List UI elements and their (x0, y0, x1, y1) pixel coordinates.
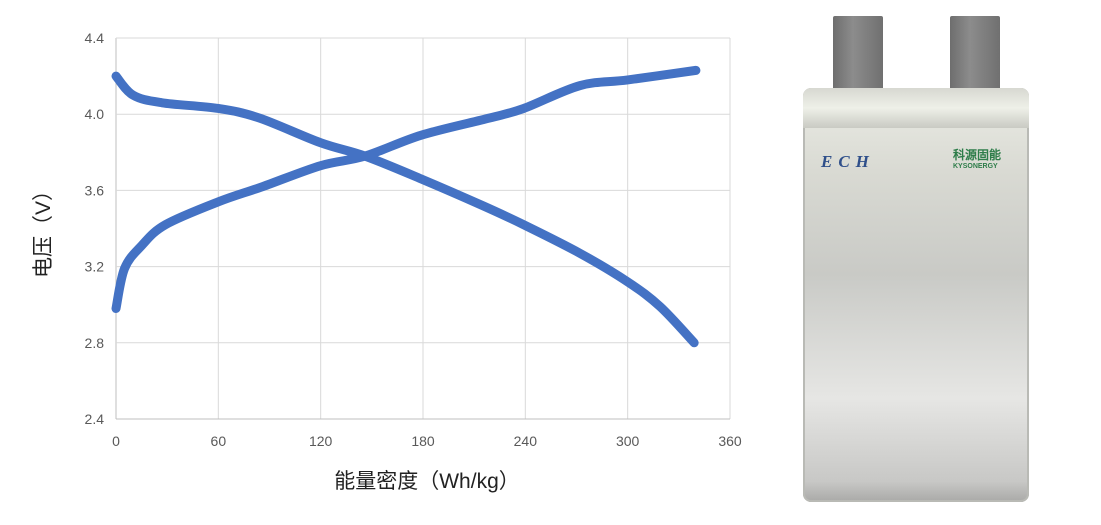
y-tick-label: 3.6 (85, 182, 105, 198)
x-tick-label: 0 (112, 433, 120, 449)
y-tick-label: 3.2 (85, 259, 105, 275)
discharge-curve (111, 71, 699, 348)
voltage-energy-chart: 0 60 120 180 240 300 360 2.4 2.8 3.2 3.6 4.0 4.4 能量密… (32, 30, 742, 493)
x-tick-label: 60 (211, 433, 227, 449)
x-tick-label: 360 (718, 433, 742, 449)
battery-photo: ECH 科源固能 KYSONERGY (800, 16, 1032, 504)
y-tick-label: 4.0 (85, 106, 105, 122)
kysonergy-logo: 科源固能 KYSONERGY (953, 148, 1002, 170)
x-tick-label: 180 (411, 433, 435, 449)
battery-body: ECH 科源固能 KYSONERGY (803, 88, 1029, 502)
battery-tab-right (950, 16, 1000, 101)
y-tick-label: 4.4 (85, 30, 105, 46)
x-tick-label: 300 (616, 433, 640, 449)
ech-logo: ECH (821, 152, 875, 171)
y-tick-label: 2.8 (85, 335, 105, 351)
x-tick-label: 120 (309, 433, 333, 449)
y-axis-label: 电压（V） (32, 180, 55, 278)
x-axis-label: 能量密度（Wh/kg） (334, 470, 520, 493)
x-tick-label: 240 (514, 433, 538, 449)
charge-curve (111, 65, 701, 314)
battery-tab-left (833, 16, 883, 101)
y-tick-label: 2.4 (85, 411, 105, 427)
